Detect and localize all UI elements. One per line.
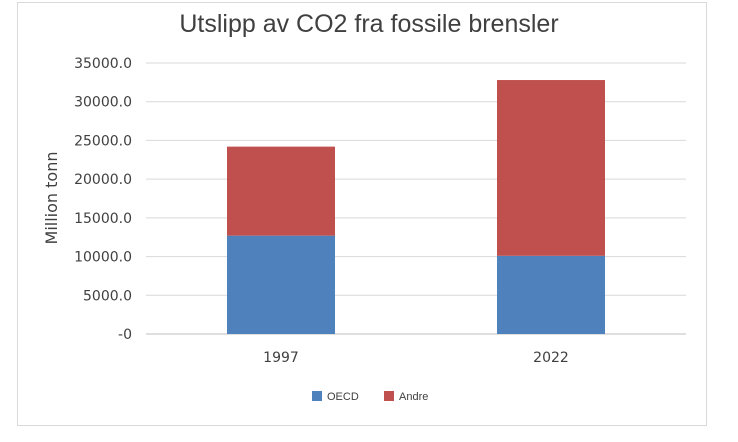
bars: [227, 80, 605, 334]
y-tick-label: 35000.0: [74, 56, 132, 72]
bar-andre-2022: [497, 80, 605, 256]
legend: OECD Andre: [312, 391, 428, 403]
bar-oecd-1997: [227, 235, 335, 334]
axis-labels: -0 5000.0 10000.0 15000.0 20000.0 25000.0 3000…: [74, 56, 569, 366]
legend-swatch-oecd: [312, 391, 322, 401]
legend-swatch-andre: [384, 391, 394, 401]
legend-label-oecd: OECD: [327, 391, 359, 403]
x-tick-label: 1997: [263, 350, 299, 366]
y-tick-label: 25000.0: [74, 133, 132, 149]
y-tick-label: -0: [118, 327, 132, 343]
bar-oecd-2022: [497, 255, 605, 334]
y-tick-label: 5000.0: [83, 288, 132, 304]
chart-title: Utslipp av CO2 fra fossile brensler: [179, 10, 559, 38]
legend-label-andre: Andre: [399, 391, 428, 403]
y-tick-label: 30000.0: [74, 95, 132, 111]
x-tick-label: 2022: [533, 350, 569, 366]
y-axis-title: Million tonn: [42, 152, 61, 245]
y-tick-label: 10000.0: [74, 250, 132, 266]
y-tick-label: 15000.0: [74, 211, 132, 227]
bar-andre-1997: [227, 146, 335, 236]
y-tick-label: 20000.0: [74, 172, 132, 188]
